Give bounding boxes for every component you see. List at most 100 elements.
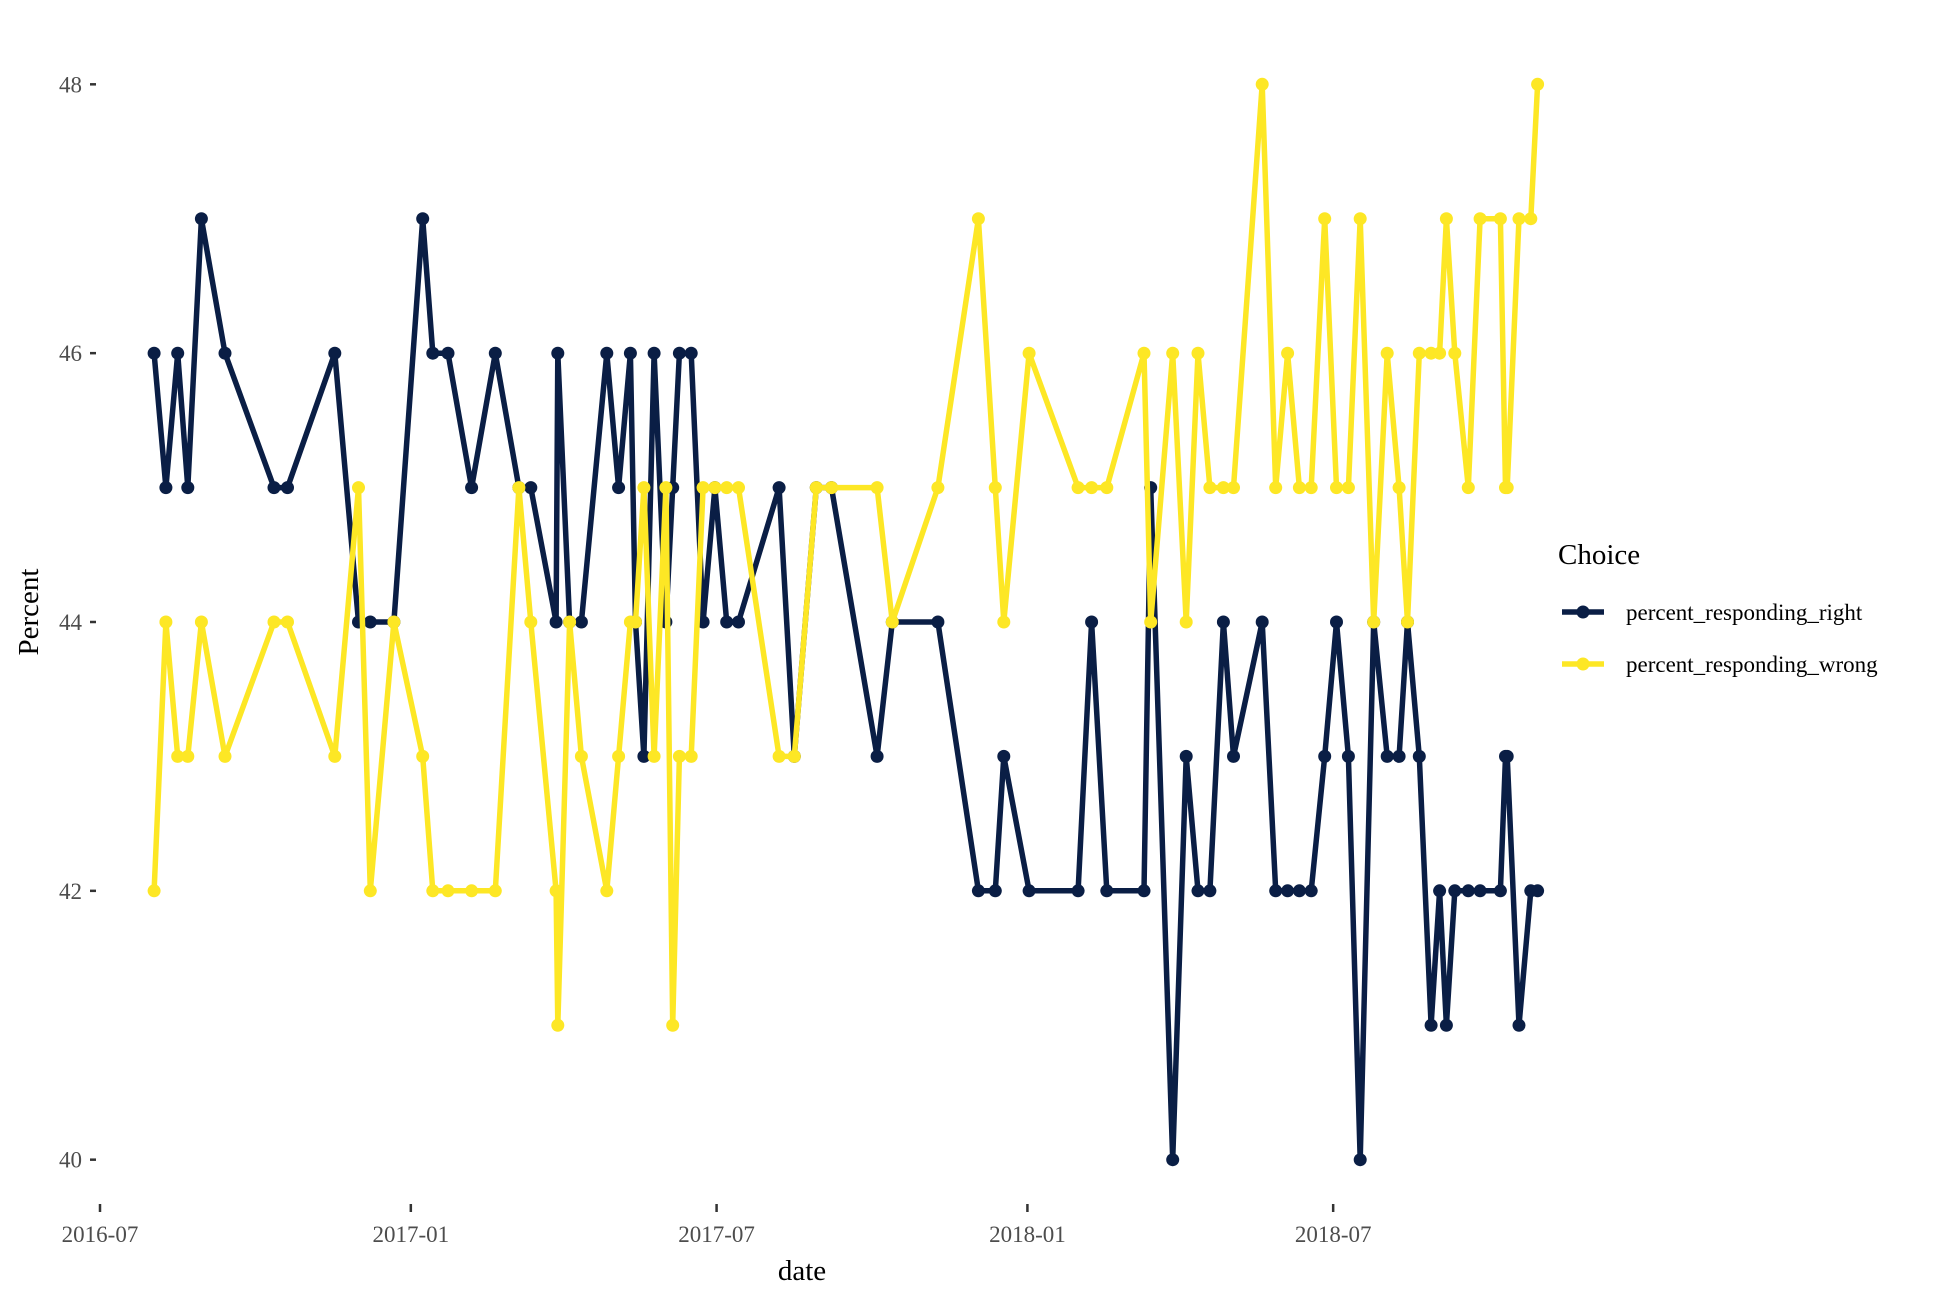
data-point	[1512, 212, 1526, 226]
data-point	[181, 749, 195, 763]
data-point	[1531, 884, 1545, 898]
legend-item: percent_responding_wrong	[1562, 652, 1878, 677]
data-point	[524, 481, 538, 495]
data-point	[1022, 346, 1036, 360]
data-point	[465, 481, 479, 495]
x-axis: 2016-07 2017-01 2017-07 2018-01 2018-07	[62, 1204, 1372, 1247]
data-point	[1500, 481, 1514, 495]
data-point	[870, 749, 884, 763]
data-point	[1292, 884, 1306, 898]
data-point	[732, 481, 745, 495]
data-point	[696, 481, 710, 495]
data-point	[1353, 212, 1367, 226]
data-point	[1269, 481, 1283, 495]
data-point	[426, 884, 440, 898]
data-point	[1166, 346, 1180, 360]
legend-label: percent_responding_wrong	[1626, 652, 1878, 677]
data-point	[997, 749, 1011, 763]
data-point	[971, 884, 985, 898]
data-point	[1380, 749, 1394, 763]
data-point	[1100, 884, 1114, 898]
data-point	[1227, 749, 1240, 763]
data-point	[218, 749, 232, 763]
data-point	[1137, 346, 1151, 360]
data-point	[488, 346, 502, 360]
data-point	[988, 884, 1002, 898]
data-point	[147, 884, 161, 898]
data-point	[1448, 346, 1462, 360]
data-point	[1100, 481, 1114, 495]
data-point	[1179, 749, 1193, 763]
data-point	[1392, 481, 1406, 495]
data-point	[1524, 212, 1538, 226]
data-point	[672, 749, 686, 763]
data-point	[159, 481, 173, 495]
data-point	[1203, 884, 1217, 898]
data-point	[159, 615, 173, 629]
data-point	[870, 481, 884, 495]
data-point	[1191, 346, 1205, 360]
data-point	[647, 749, 661, 763]
data-point	[1255, 77, 1269, 91]
data-point	[1433, 346, 1447, 360]
data-point	[512, 481, 526, 495]
data-point	[1473, 212, 1487, 226]
series-layer	[147, 77, 1545, 1167]
data-point	[328, 749, 342, 763]
data-point	[1318, 749, 1332, 763]
data-point	[1401, 615, 1414, 629]
data-point	[1318, 212, 1332, 226]
data-point	[488, 884, 502, 898]
data-point	[1216, 481, 1230, 495]
data-point	[171, 346, 185, 360]
data-point	[672, 346, 686, 360]
data-point	[1085, 615, 1099, 629]
data-point	[363, 615, 377, 629]
x-tick-label: 2017-07	[678, 1222, 755, 1247]
data-point	[551, 1018, 565, 1032]
data-point	[549, 884, 563, 898]
legend-label: percent_responding_right	[1626, 600, 1863, 625]
y-tick-label: 40	[59, 1148, 82, 1173]
x-axis-title: date	[778, 1255, 826, 1287]
data-point	[1380, 346, 1394, 360]
data-point	[637, 481, 651, 495]
data-point	[1461, 481, 1475, 495]
x-tick-label: 2018-07	[1295, 1222, 1372, 1247]
data-point	[267, 481, 281, 495]
data-point	[171, 749, 185, 763]
data-point	[267, 615, 281, 629]
data-point	[1304, 884, 1318, 898]
data-point	[772, 481, 786, 495]
y-tick-label: 46	[59, 341, 82, 366]
data-point	[1085, 481, 1099, 495]
series-line	[151, 81, 1541, 1029]
data-point	[720, 615, 734, 629]
data-point	[574, 749, 588, 763]
data-point	[465, 884, 479, 898]
data-point	[708, 481, 722, 495]
data-point	[885, 615, 899, 629]
data-point	[181, 481, 195, 495]
data-point	[1341, 481, 1355, 495]
data-point	[524, 615, 538, 629]
data-point	[629, 615, 642, 629]
data-point	[637, 749, 651, 763]
data-point	[1439, 1018, 1453, 1032]
y-tick-label: 44	[59, 610, 83, 635]
data-point	[1512, 1018, 1526, 1032]
data-point	[1071, 884, 1085, 898]
data-point	[194, 212, 208, 226]
data-point	[772, 749, 786, 763]
data-point	[1392, 749, 1406, 763]
data-point	[1022, 884, 1036, 898]
data-point	[328, 346, 342, 360]
data-point	[563, 615, 577, 629]
data-point	[612, 481, 626, 495]
series-percent_responding_wrong	[147, 77, 1545, 1032]
data-point	[1367, 615, 1381, 629]
data-point	[352, 481, 365, 495]
data-point	[441, 346, 455, 360]
x-tick-label: 2017-01	[372, 1222, 449, 1247]
